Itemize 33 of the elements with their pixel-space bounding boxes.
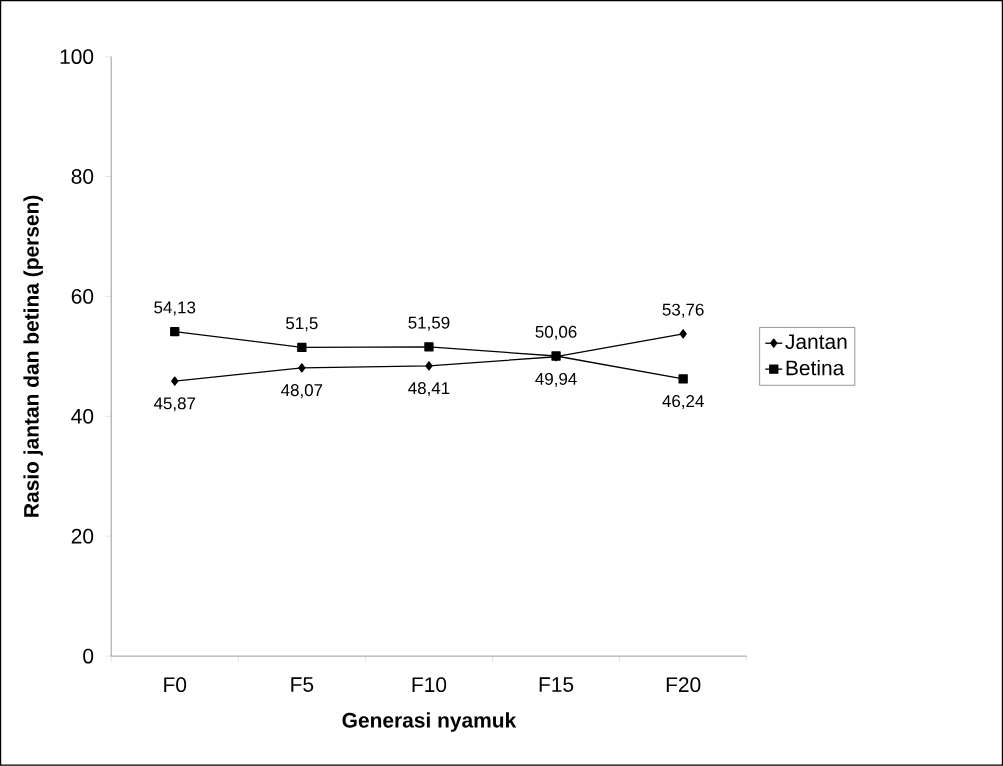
legend-label: Betina [786,360,845,376]
data-label: 48,41 [408,382,450,397]
data-label: 46,24 [662,395,704,410]
data-label: 51,5 [286,317,318,332]
point [298,363,306,373]
point [297,342,307,353]
x-tick-label: F20 [666,677,701,693]
y-tick-label: 100 [60,49,94,65]
y-tick-label: 40 [71,409,94,424]
x-tick-label: F10 [412,677,447,693]
x-tick-label: F0 [164,677,187,693]
y-tick-label: 80 [71,169,94,185]
point [424,342,434,352]
y-tick-label: 60 [71,289,94,304]
point [425,361,433,371]
x-tick-label: F5 [291,677,314,692]
point [170,327,180,337]
x-axis-title: Generasi nyamuk [342,712,517,732]
y-axis-title: Rasio jantan dan betina (persen) [23,195,43,517]
data-label: 53,76 [662,303,704,318]
point [171,376,179,386]
data-label: 48,07 [281,384,323,399]
data-label: 51,59 [408,316,450,331]
data-label: 50,06 [535,325,577,340]
legend-label: Jantan [785,334,847,350]
y-tick-label: 20 [71,528,94,544]
point [679,329,687,339]
y-tick-label: 0 [83,648,94,664]
data-label: 45,87 [153,397,196,412]
x-tick-label: F15 [539,677,574,692]
data-label: 54,13 [154,301,196,316]
point [678,374,688,384]
data-label: 49,94 [535,373,577,388]
